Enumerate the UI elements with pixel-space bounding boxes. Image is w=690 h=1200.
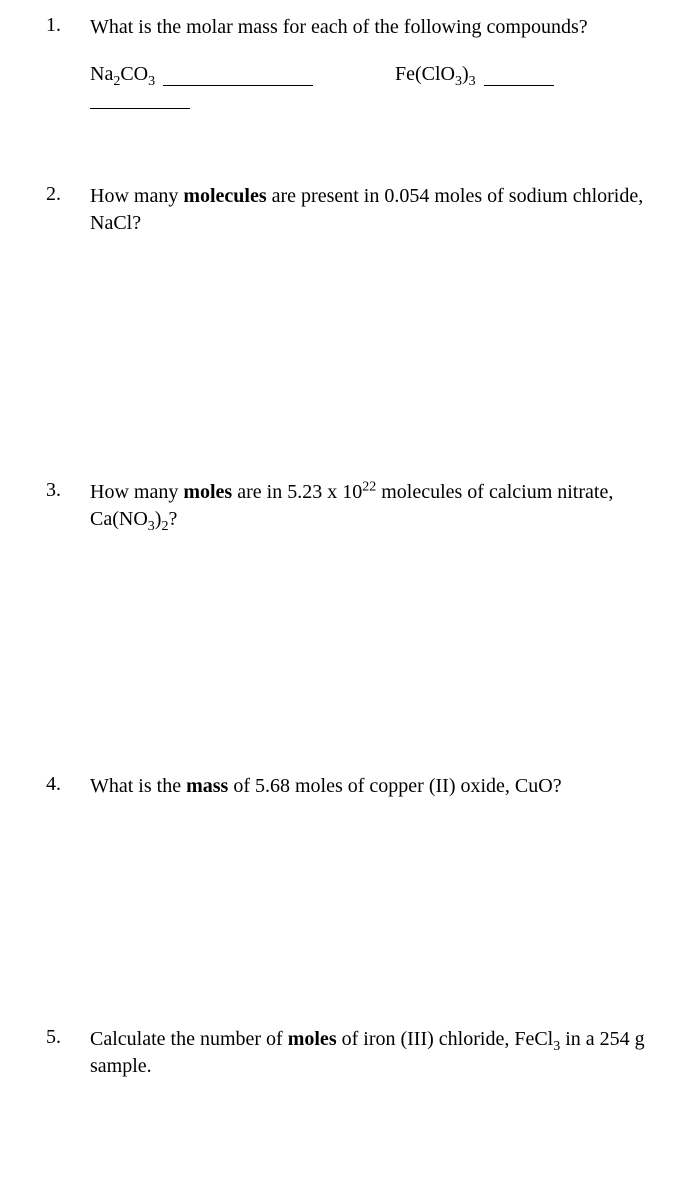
q1-formula-row: Na2CO3 Fe(ClO3)3 — [90, 63, 660, 86]
q2-body: How many molecules are present in 0.054 … — [90, 183, 660, 237]
q1-formula2: Fe(ClO3)3 — [395, 63, 476, 86]
q5-number: 5. — [30, 1026, 90, 1049]
q5-pre: Calculate the number of — [90, 1028, 288, 1050]
q4-text: What is the mass of 5.68 moles of copper… — [90, 773, 660, 800]
q4-body: What is the mass of 5.68 moles of copper… — [90, 773, 660, 800]
q3-number: 3. — [30, 479, 90, 502]
question-5: 5. Calculate the number of moles of iron… — [30, 1026, 660, 1080]
q3-exp: 22 — [362, 479, 376, 494]
q4-pre: What is the — [90, 775, 186, 797]
q1-formula1: Na2CO3 — [90, 63, 155, 86]
q5-text: Calculate the number of moles of iron (I… — [90, 1026, 660, 1080]
q2-pre: How many — [90, 185, 183, 207]
q2-bold: molecules — [183, 185, 266, 207]
q1-blank2[interactable] — [484, 64, 554, 86]
q4-post: of 5.68 moles of copper (II) oxide, CuO? — [228, 775, 561, 797]
q2-number: 2. — [30, 183, 90, 206]
q3-text: How many moles are in 5.23 x 1022 molecu… — [90, 479, 660, 533]
q3-bold: moles — [183, 481, 232, 503]
q2-text: How many molecules are present in 0.054 … — [90, 183, 660, 237]
q3-mid: are in 5.23 x 10 — [232, 481, 362, 503]
q4-number: 4. — [30, 773, 90, 796]
question-1: 1. What is the molar mass for each of th… — [30, 14, 660, 115]
q1-blank1[interactable] — [163, 64, 313, 86]
q1-blank3[interactable] — [90, 108, 190, 109]
q1-formula2-group: Fe(ClO3)3 — [395, 63, 554, 86]
q1-blank3-row — [90, 86, 660, 115]
q5-body: Calculate the number of moles of iron (I… — [90, 1026, 660, 1080]
question-2: 2. How many molecules are present in 0.0… — [30, 183, 660, 237]
q1-number: 1. — [30, 14, 90, 37]
question-3: 3. How many moles are in 5.23 x 1022 mol… — [30, 479, 660, 533]
q1-text: What is the molar mass for each of the f… — [90, 14, 660, 41]
q5-bold: moles — [288, 1028, 337, 1050]
question-4: 4. What is the mass of 5.68 moles of cop… — [30, 773, 660, 800]
q1-body: What is the molar mass for each of the f… — [90, 14, 660, 115]
q3-pre: How many — [90, 481, 183, 503]
q4-bold: mass — [186, 775, 228, 797]
q1-formula1-group: Na2CO3 — [90, 63, 395, 86]
q3-body: How many moles are in 5.23 x 1022 molecu… — [90, 479, 660, 533]
